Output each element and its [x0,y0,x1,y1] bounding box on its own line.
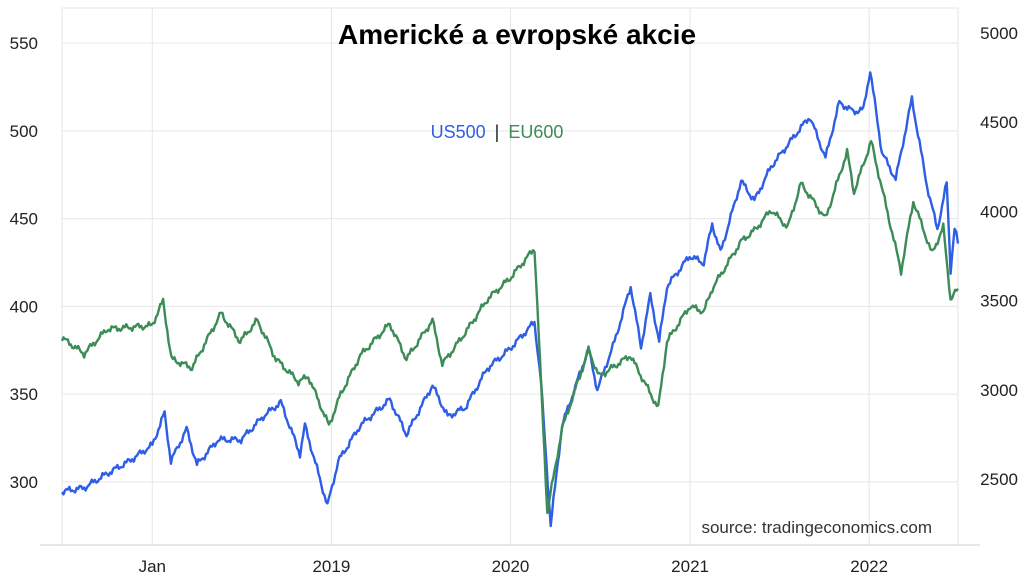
legend-entry-eu600: EU600 [508,122,563,142]
right-tick-label: 4500 [980,113,1018,132]
x-tick-label: 2020 [492,557,530,576]
series-line-us500 [60,71,960,528]
x-tick-label: 2021 [671,557,709,576]
legend-entry-us500: US500 [431,122,486,142]
legend: US500 | EU600 [431,122,564,142]
source-label: source: tradingeconomics.com [701,518,932,537]
right-axis-ticks: 2500 3000 3500 4000 4500 5000 [980,24,1018,489]
right-tick-label: 3000 [980,381,1018,400]
legend-separator: | [495,122,500,142]
right-tick-label: 2500 [980,470,1018,489]
left-tick-label: 500 [10,122,38,141]
grid-lines [40,7,980,546]
left-tick-label: 400 [10,297,38,316]
series-line-eu600 [60,139,959,515]
x-tick-label: 2019 [312,557,350,576]
left-axis-ticks: 300 350 400 450 500 550 [10,34,38,492]
left-tick-label: 300 [10,473,38,492]
x-axis-ticks: Jan 2019 2020 2021 2022 [139,557,889,576]
right-tick-label: 4000 [980,202,1018,221]
chart-title: Americké a evropské akcie [338,19,696,50]
right-tick-label: 5000 [980,24,1018,43]
right-tick-label: 3500 [980,292,1018,311]
left-tick-label: 350 [10,385,38,404]
left-tick-label: 550 [10,34,38,53]
x-tick-label: Jan [139,557,166,576]
x-tick-label: 2022 [850,557,888,576]
left-tick-label: 450 [10,210,38,229]
series-lines [60,71,960,528]
